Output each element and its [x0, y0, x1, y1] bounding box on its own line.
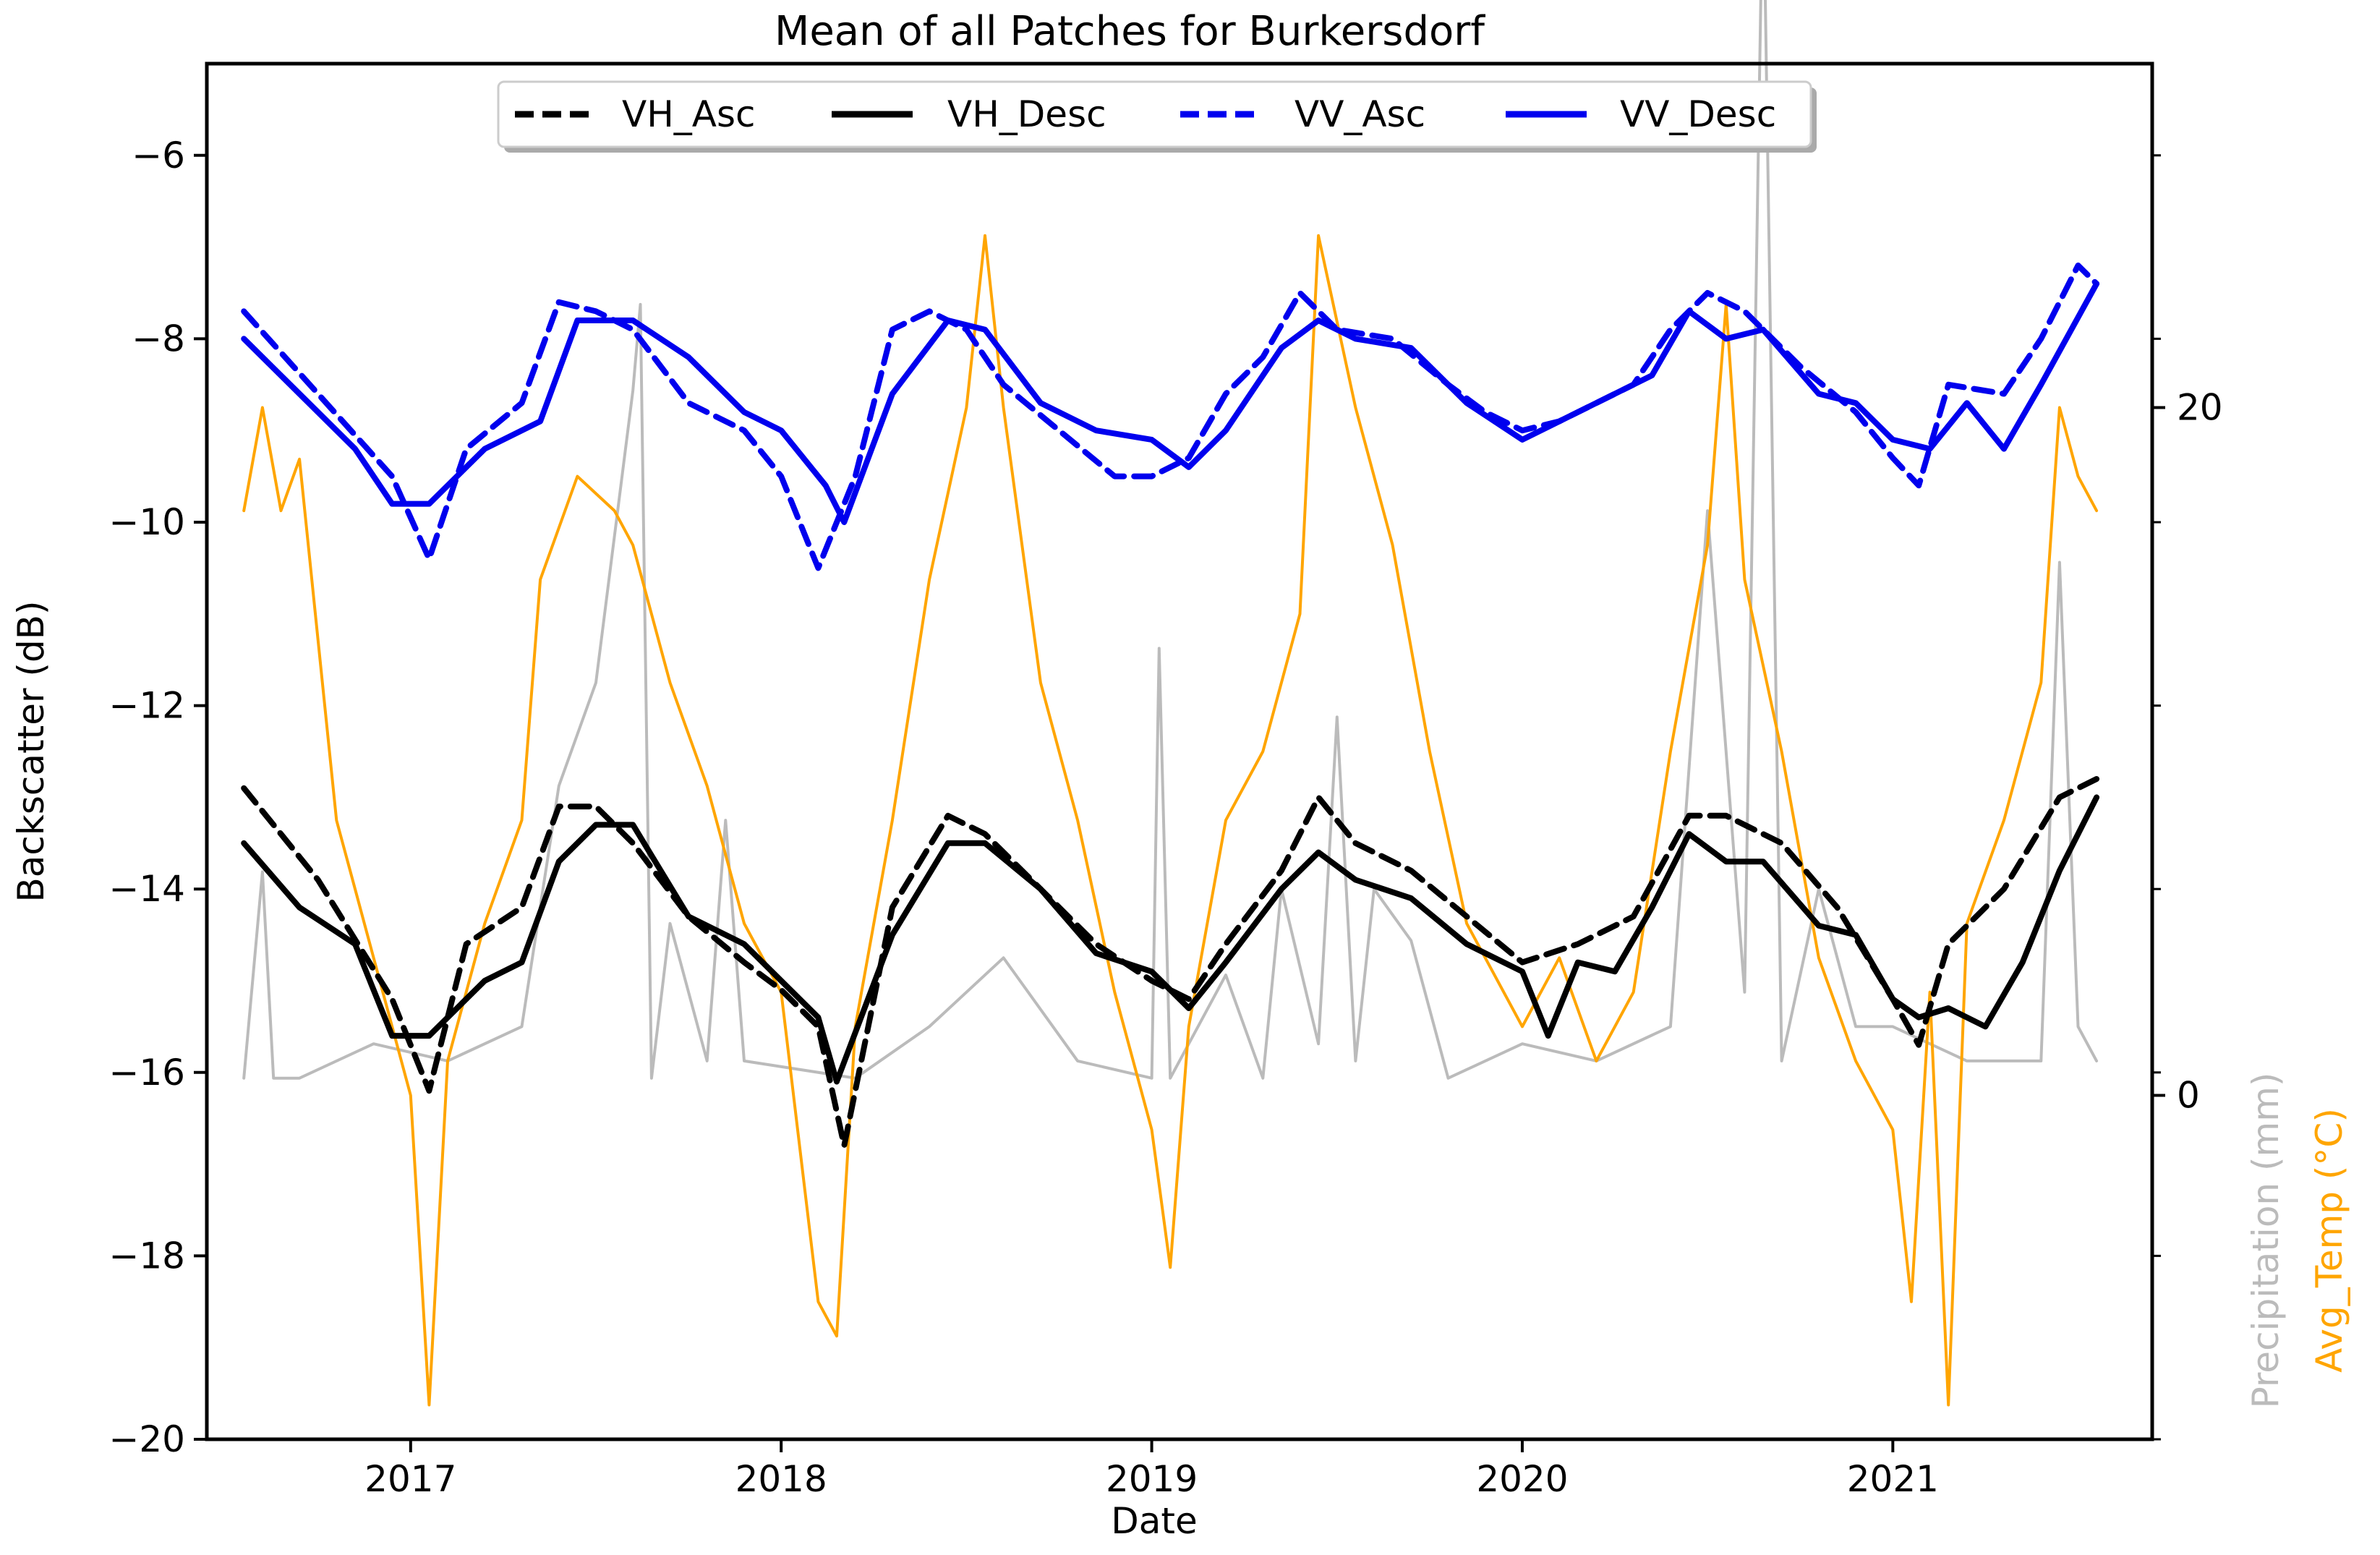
y-tick-label: −12 [108, 685, 185, 727]
y-tick-label: −6 [132, 135, 185, 176]
y-tick-label: −10 [108, 501, 185, 543]
y-tick-label: −8 [132, 318, 185, 359]
axis-ticks: 2017 2018 2019 2020 2021 −6 −8 −10 −12 −14 −16 −18 −… [108, 135, 2222, 1500]
legend-box [497, 80, 1812, 148]
y-tick-label: −20 [108, 1418, 185, 1460]
y-axis-label: Backscatter (dB) [10, 600, 52, 902]
x-axis-label: Date [1111, 1500, 1198, 1542]
plot-area [241, 0, 2100, 1407]
precipitation-axis-label: Precipitation (mm) [2245, 1073, 2287, 1409]
y-tick-label: −14 [108, 868, 185, 910]
legend-vh-asc-label: VH_Asc [622, 93, 756, 135]
x-tick-label: 2017 [364, 1458, 456, 1500]
y-tick-label: −16 [108, 1052, 185, 1094]
temperature-axis-label: Avg_Temp (°C) [2308, 1108, 2350, 1373]
x-tick-label: 2018 [735, 1458, 827, 1500]
series-line-precipitation-mm [242, 0, 2099, 1080]
legend-vh-desc-label: VH_Desc [947, 93, 1106, 135]
legend: VH_Asc VH_Desc VV_Asc VV_Desc [497, 80, 1817, 153]
x-tick-label: 2021 [1847, 1458, 1939, 1500]
series-line-vh-desc [241, 794, 2100, 1085]
series-line-avg-temp-c [242, 234, 2099, 1407]
x-tick-label: 2019 [1106, 1458, 1198, 1500]
x-tick-label: 2020 [1476, 1458, 1568, 1500]
legend-vv-asc-label: VV_Asc [1295, 93, 1425, 135]
legend-vv-desc-label: VV_Desc [1620, 93, 1776, 135]
series-line-vh-asc [241, 776, 2100, 1149]
series-line-vv-desc [241, 281, 2100, 525]
right-tick-label: 20 [2177, 387, 2223, 429]
chart-title: Mean of all Patches for Burkersdorf [775, 8, 1485, 55]
plot-frame [205, 61, 2154, 1441]
series-line-vv-asc [241, 263, 2100, 571]
y-tick-label: −18 [108, 1235, 185, 1277]
right-tick-label: 0 [2177, 1075, 2200, 1117]
